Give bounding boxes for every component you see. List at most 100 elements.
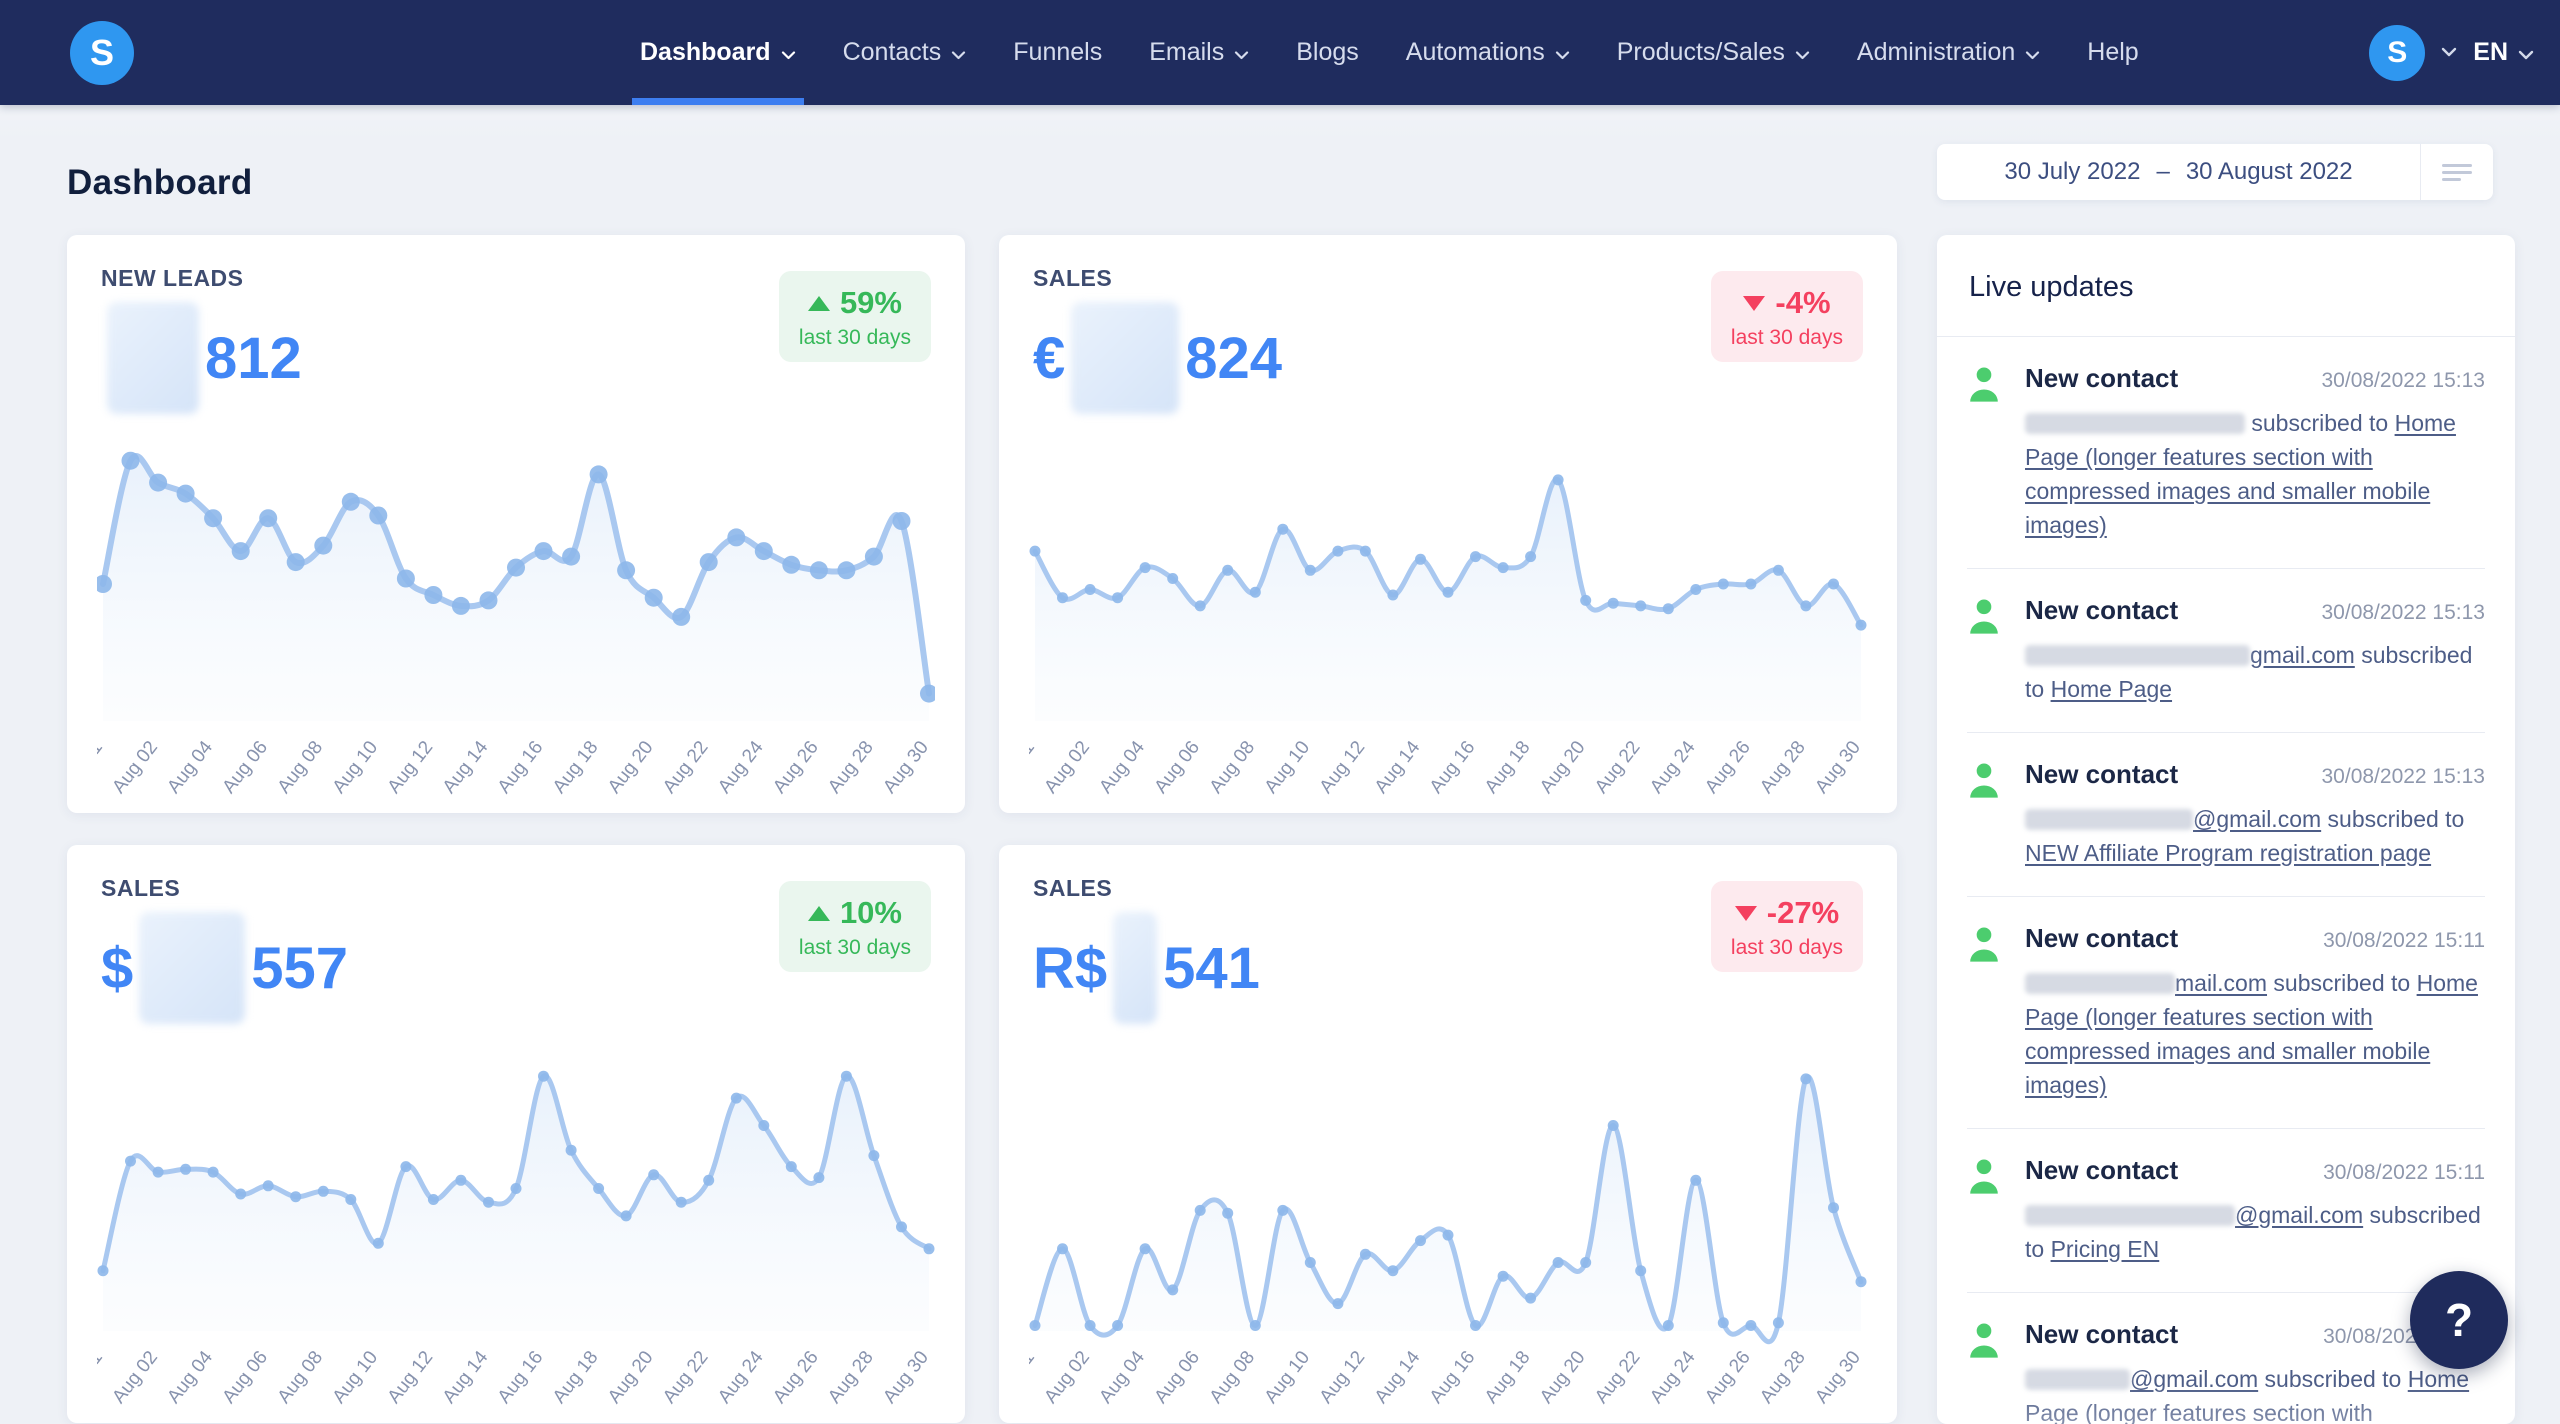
- help-button[interactable]: ?: [2410, 1271, 2508, 1369]
- data-point: [121, 451, 140, 470]
- entry-link[interactable]: NEW Affiliate Program registration page: [2025, 840, 2432, 866]
- nav-item-funnels[interactable]: Funnels: [1013, 0, 1102, 105]
- update-entry: New contact 30/08/2022 15:11 mail.com subs…: [1967, 896, 2485, 1128]
- entry-title: New contact: [2025, 595, 2179, 625]
- x-axis-label: Aug 18: [549, 737, 603, 797]
- x-axis-label: Aug 04: [163, 737, 217, 798]
- trend-caption: last 30 days: [1730, 936, 1843, 959]
- date-range-picker[interactable]: 30 July 2022 – 30 August 2022: [1937, 144, 2493, 200]
- entry-link[interactable]: @gmail.com: [2193, 806, 2322, 832]
- nav-item-emails[interactable]: Emails: [1149, 0, 1249, 105]
- data-point: [1139, 562, 1151, 574]
- data-point: [782, 555, 801, 574]
- nav-item-dashboard[interactable]: Dashboard: [632, 0, 804, 105]
- x-axis-label: Aug 14: [1371, 737, 1425, 798]
- nav-item-label: Emails: [1149, 38, 1225, 66]
- stat-label: SALES: [1033, 875, 1113, 901]
- data-point: [1745, 578, 1757, 590]
- entry-body: gmail.com subscribed to Home Page: [2025, 638, 2485, 706]
- entry-link[interactable]: @gmail.com: [2235, 1202, 2364, 1228]
- data-point: [1662, 603, 1674, 615]
- x-axis-label: Aug 02: [108, 737, 162, 797]
- entry-body: mail.com subscribed to Home Page (longer…: [2025, 966, 2485, 1102]
- contact-person-icon: [1967, 1321, 2003, 1424]
- stat-value: R$ 541: [1033, 912, 1260, 1024]
- stat-card-new-leads-0: NEW LEADS 812 59% last 30 days 31 Aug 02 Aug 0…: [67, 235, 965, 813]
- entry-text: subscribed to: [2245, 410, 2395, 436]
- data-point: [675, 1196, 687, 1208]
- data-point: [1387, 589, 1399, 601]
- x-axis-label: Aug 06: [1151, 737, 1205, 797]
- entry-link[interactable]: Home Page (longer features section with …: [2025, 410, 2456, 538]
- contact-person-icon: [1967, 597, 2003, 706]
- date-presets-button[interactable]: [2420, 144, 2493, 200]
- currency-symbol: €: [1033, 325, 1066, 391]
- trend-percent: 59%: [839, 285, 902, 320]
- x-axis-label: 31: [1029, 1347, 1039, 1377]
- entry-text: subscribed to: [2267, 970, 2417, 996]
- main-nav: Dashboard Contacts Funnels Emails Blogs Autom…: [632, 0, 2139, 105]
- data-point: [1359, 545, 1371, 557]
- data-point: [1029, 1320, 1041, 1331]
- trend-badge: 59% last 30 days: [778, 271, 931, 362]
- data-point: [207, 1166, 219, 1178]
- chevron-down-icon: [1795, 38, 1810, 67]
- x-axis-label: Aug 08: [274, 737, 328, 797]
- nav-item-contacts[interactable]: Contacts: [843, 0, 967, 105]
- date-range-end: 30 August 2022: [2185, 158, 2353, 185]
- data-point: [1662, 1320, 1674, 1331]
- brand-logo[interactable]: S: [70, 21, 134, 85]
- stat-card-sales-1: SALES €824 -4% last 30 days 31 Aug 02 Aug 04 Au…: [999, 235, 1897, 813]
- stat-card-sales-3: SALES R$ 541 -27% last 30 days 31 Aug 02 Aug 04…: [999, 845, 1897, 1423]
- x-axis-label: Aug 16: [494, 1347, 548, 1407]
- entry-link[interactable]: gmail.com: [2250, 642, 2355, 668]
- x-axis-label: 31: [97, 1347, 107, 1377]
- x-axis-label: Aug 14: [439, 737, 493, 798]
- stat-number: 812: [205, 325, 302, 391]
- line-chart: 31 Aug 02 Aug 04 Aug 06 Aug 08 Aug 10 Aug 12 Au…: [1029, 474, 1867, 798]
- entry-link[interactable]: @gmail.com: [2130, 1366, 2259, 1392]
- nav-item-blogs[interactable]: Blogs: [1296, 0, 1359, 105]
- data-point: [369, 506, 388, 525]
- language-selector[interactable]: EN: [2473, 38, 2534, 67]
- x-axis-label: Aug 26: [769, 1347, 823, 1407]
- chevron-down-icon[interactable]: [2441, 44, 2457, 62]
- nav-item-administration[interactable]: Administration: [1857, 0, 2040, 105]
- entry-link[interactable]: Home Page (longer features section with …: [2025, 1366, 2470, 1424]
- entry-timestamp: 30/08/2022 15:13: [2321, 601, 2486, 624]
- entry-title: New contact: [2025, 1155, 2179, 1185]
- x-axis-label: Aug 08: [1206, 1347, 1260, 1407]
- stat-card-header: SALES R$ 541 -27% last 30 days: [999, 845, 1897, 1024]
- entry-link[interactable]: mail.com: [2175, 970, 2268, 996]
- data-point: [534, 542, 553, 561]
- data-point: [1828, 578, 1839, 590]
- nav-item-label: Dashboard: [640, 38, 771, 66]
- data-point: [892, 512, 911, 530]
- nav-item-help[interactable]: Help: [2087, 0, 2138, 105]
- data-point: [648, 1169, 660, 1181]
- line-chart: 31 Aug 02 Aug 04 Aug 06 Aug 08 Aug 10 Aug 12 Au…: [97, 1070, 935, 1408]
- trend-percent: -4%: [1775, 285, 1831, 320]
- nav-item-products-sales[interactable]: Products/Sales: [1617, 0, 1810, 105]
- x-axis-label: Aug 08: [1206, 737, 1260, 797]
- entry-link[interactable]: Home Page: [2050, 676, 2173, 702]
- x-axis-label: Aug 20: [604, 1347, 658, 1407]
- redacted-email: [2025, 645, 2250, 666]
- redacted-value: [1071, 302, 1180, 414]
- data-point: [920, 684, 935, 703]
- page-title: Dashboard: [67, 163, 253, 203]
- user-avatar[interactable]: S: [2369, 24, 2426, 81]
- x-axis-label: 31: [97, 737, 107, 767]
- data-point: [1112, 1320, 1124, 1331]
- entry-link[interactable]: Pricing EN: [2050, 1236, 2160, 1262]
- entry-link[interactable]: Home Page (longer features section with …: [2025, 970, 2478, 1098]
- x-axis-label: Aug 28: [1756, 1347, 1810, 1407]
- data-point: [1387, 1265, 1399, 1277]
- stat-card-header: SALES $557 10% last 30 days: [67, 845, 965, 1024]
- x-axis-label: Aug 10: [1261, 1347, 1315, 1407]
- nav-item-automations[interactable]: Automations: [1406, 0, 1570, 105]
- date-range-text[interactable]: 30 July 2022 – 30 August 2022: [1937, 144, 2420, 200]
- data-point: [424, 586, 443, 604]
- x-axis-label: Aug 24: [714, 737, 768, 798]
- data-point: [1772, 564, 1784, 576]
